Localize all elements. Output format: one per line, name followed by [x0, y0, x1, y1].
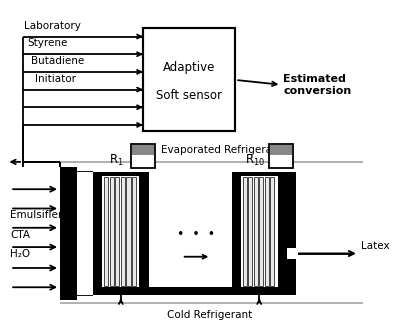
Text: Initiator: Initiator [35, 74, 76, 84]
Text: Soft sensor: Soft sensor [156, 89, 222, 102]
Bar [270, 177, 275, 286]
Text: Laboratory: Laboratory [24, 21, 81, 31]
Bar [93, 172, 149, 176]
Bar [254, 177, 258, 286]
Bar [121, 177, 125, 286]
Text: Cold Refrigerant: Cold Refrigerant [167, 310, 252, 320]
Bar [139, 172, 149, 295]
Bar [93, 172, 102, 295]
Text: Adaptive: Adaptive [163, 61, 215, 74]
Text: Latex: Latex [361, 241, 389, 251]
Text: R$_{10}$: R$_{10}$ [245, 153, 265, 168]
Bar [259, 177, 263, 286]
Bar [131, 144, 155, 168]
Bar [278, 172, 287, 295]
Bar [139, 287, 241, 295]
Bar [93, 287, 149, 295]
Bar [132, 145, 154, 155]
Bar [102, 176, 139, 287]
Bar [232, 287, 287, 295]
Bar [132, 177, 136, 286]
Bar [241, 176, 278, 287]
Text: •  •  •: • • • [177, 228, 216, 241]
Bar [76, 172, 93, 295]
Bar [265, 177, 269, 286]
Bar [104, 177, 108, 286]
Bar [270, 145, 292, 155]
Bar [287, 248, 298, 259]
Text: Butadiene: Butadiene [31, 56, 84, 66]
Bar [232, 172, 241, 295]
Bar [126, 177, 130, 286]
Bar [243, 177, 247, 286]
Bar [269, 144, 294, 168]
Bar [287, 172, 296, 295]
Bar [110, 177, 114, 286]
Text: Evaporated Refrigerant: Evaporated Refrigerant [162, 145, 283, 155]
Text: R$_1$: R$_1$ [109, 153, 124, 168]
Bar [248, 177, 252, 286]
Text: Styrene: Styrene [28, 39, 68, 48]
Bar [60, 167, 76, 300]
Text: CTA: CTA [10, 230, 30, 240]
Text: Emulsifier: Emulsifier [10, 210, 62, 220]
Bar [143, 28, 235, 131]
Text: H₂O: H₂O [10, 249, 30, 259]
Text: Estimated
conversion: Estimated conversion [283, 74, 351, 95]
Bar [232, 172, 287, 176]
Bar [115, 177, 119, 286]
